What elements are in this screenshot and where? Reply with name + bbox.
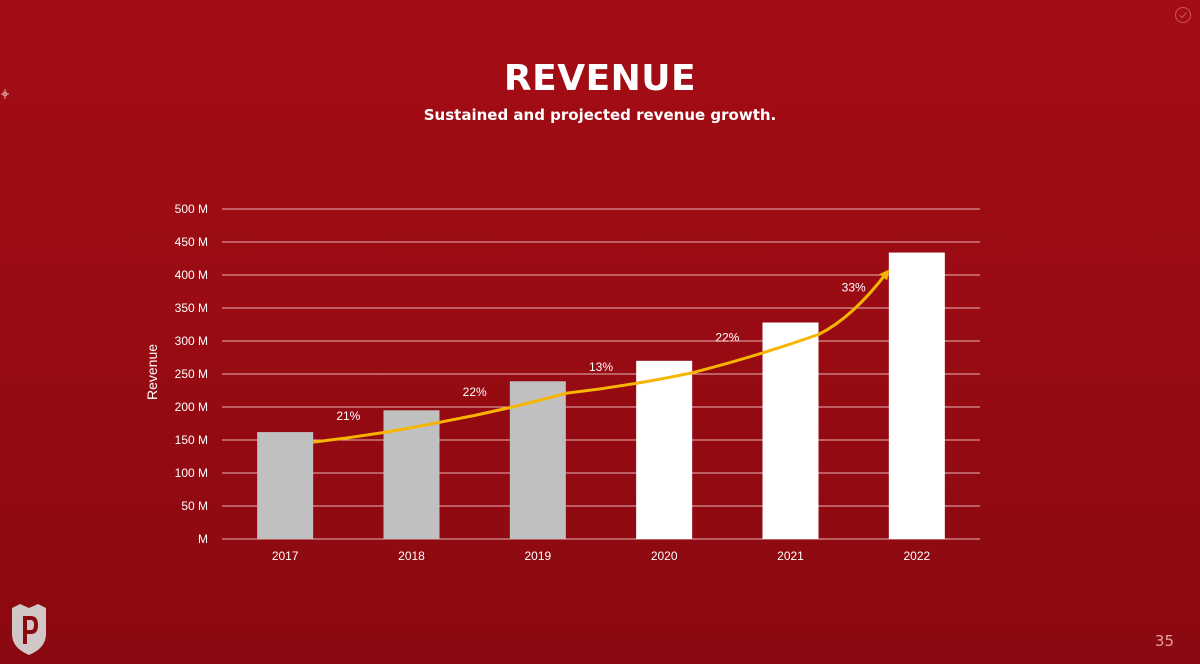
y-tick-label: 50 M [181,499,208,513]
y-tick-label: 200 M [175,400,208,414]
y-tick-label: 250 M [175,367,208,381]
growth-label: 22% [715,331,739,345]
bar-2019 [509,381,566,539]
growth-label: 22% [463,385,487,399]
growth-label: 33% [842,281,866,295]
trend-arrow [313,269,890,444]
y-tick-label: M [198,532,208,546]
crosshair-icon [1,89,9,99]
bar-2022 [888,252,945,539]
bar-2017 [257,432,314,539]
x-tick-label: 2019 [524,549,551,563]
slide-title: REVENUE [503,58,697,99]
y-axis-label: Revenue [144,344,160,400]
page-number: 35 [1154,632,1174,650]
bar-2021 [762,322,819,539]
trend-line [313,269,890,444]
y-tick-label: 100 M [175,466,208,480]
check-circle-icon[interactable] [1174,6,1192,24]
x-tick-label: 2021 [777,549,804,563]
bar-2020 [636,360,693,539]
y-tick-label: 400 M [175,268,208,282]
x-tick-label: 2020 [651,549,678,563]
x-tick-label: 2018 [398,549,425,563]
bar-2018 [383,410,440,539]
slide-subtitle: Sustained and projected revenue growth. [423,106,777,124]
shield-logo-p [12,604,46,655]
x-tick-label: 2017 [272,549,299,563]
y-tick-label: 450 M [175,235,208,249]
x-tick-label: 2022 [903,549,930,563]
growth-label: 13% [589,360,613,374]
y-tick-label: 150 M [175,433,208,447]
bars [257,252,945,539]
y-axis-ticks: M 50 M 100 M 150 M 200 M 250 M 300 M 350 M 400 M… [175,202,208,546]
growth-label: 21% [336,409,360,423]
x-axis-ticks: 2017 2018 2019 2020 2021 2022 [272,549,931,563]
y-tick-label: 300 M [175,334,208,348]
growth-labels: 21% 22% 13% 22% 33% [336,281,866,424]
y-tick-label: 350 M [175,301,208,315]
y-tick-label: 500 M [175,202,208,216]
